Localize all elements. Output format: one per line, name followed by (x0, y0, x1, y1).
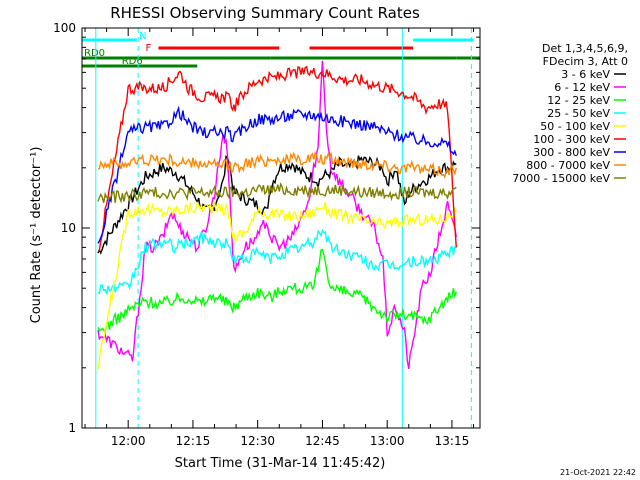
legend: Det 1,3,4,5,6,9,FDecim 3, Att 03 - 6 keV… (512, 42, 628, 185)
x-tick-label: 13:00 (370, 434, 405, 448)
chart-title: RHESSI Observing Summary Count Rates (110, 4, 420, 22)
x-axis-label: Start Time (31-Mar-14 11:45:42) (175, 456, 386, 471)
series-group (97, 60, 457, 370)
legend-entry-label: 3 - 6 keV (561, 68, 610, 81)
series-line-100-300-kev (97, 65, 457, 253)
series-line-7000-15000-kev (97, 181, 457, 204)
series-line-25-50-kev (97, 228, 457, 295)
series-line-3-6-kev (97, 154, 457, 255)
status-label-f: F (145, 43, 151, 54)
legend-entry-label: 7000 - 15000 keV (512, 172, 610, 185)
status-label-n: N (139, 31, 146, 42)
legend-entry-label: 6 - 12 keV (554, 81, 610, 94)
legend-entry-label: 12 - 25 keV (547, 94, 610, 107)
status-bars: NF RD0 RD6 (82, 31, 480, 68)
x-tick-label: 13:15 (435, 434, 470, 448)
legend-header: FDecim 3, Att 0 (543, 55, 628, 68)
legend-entry-label: 300 - 800 keV (533, 146, 610, 159)
legend-entry-label: 50 - 100 keV (540, 120, 610, 133)
series-line-300-800-kev (97, 105, 457, 244)
x-tick-label: 12:45 (305, 434, 340, 448)
vertical-markers (95, 28, 472, 428)
y-tick-label: 10 (61, 221, 76, 235)
legend-entry-label: 800 - 7000 keV (526, 159, 610, 172)
legend-entry-label: 25 - 50 keV (547, 107, 610, 120)
y-tick-label: 1 (68, 421, 76, 435)
series-line-50-100-kev (97, 199, 457, 370)
status-label-rd6: RD6 (122, 56, 143, 67)
series-line-12-25-kev (97, 248, 457, 335)
x-axis: 12:00 12:15 12:30 12:45 13:00 13:15 (84, 28, 475, 448)
legend-entry-label: 100 - 300 keV (533, 133, 610, 146)
render-timestamp: 21-Oct-2021 22:42 (560, 468, 636, 477)
x-tick-label: 12:30 (240, 434, 275, 448)
y-axis-label: Count Rate (s⁻¹ detector⁻¹) (29, 147, 44, 324)
status-label-rd0: RD0 (84, 48, 105, 59)
y-tick-label: 100 (53, 21, 76, 35)
x-tick-label: 12:15 (176, 434, 211, 448)
x-tick-label: 12:00 (111, 434, 146, 448)
legend-header: Det 1,3,4,5,6,9, (542, 42, 628, 55)
series-line-800-7000-kev (97, 151, 457, 179)
y-axis: 1 10 100 (53, 21, 480, 435)
